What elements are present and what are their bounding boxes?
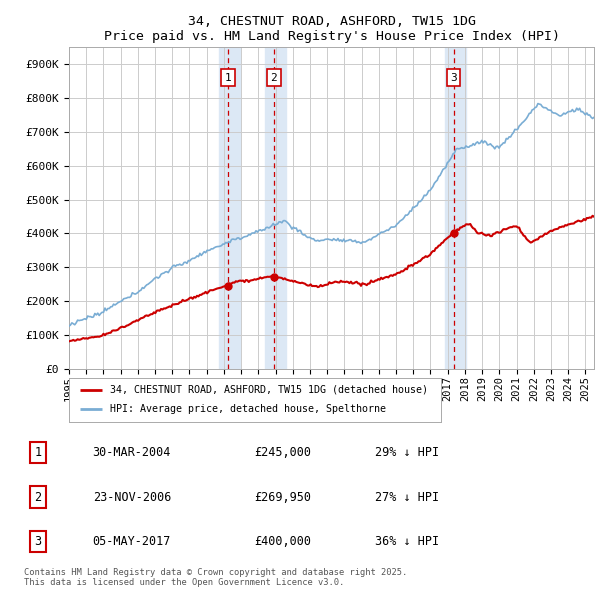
Text: 2: 2 (271, 73, 277, 83)
Text: HPI: Average price, detached house, Spelthorne: HPI: Average price, detached house, Spel… (110, 405, 386, 414)
Text: 30-MAR-2004: 30-MAR-2004 (92, 446, 171, 459)
Text: 36% ↓ HPI: 36% ↓ HPI (375, 535, 439, 548)
Text: 27% ↓ HPI: 27% ↓ HPI (375, 490, 439, 504)
Text: 29% ↓ HPI: 29% ↓ HPI (375, 446, 439, 459)
Title: 34, CHESTNUT ROAD, ASHFORD, TW15 1DG
Price paid vs. HM Land Registry's House Pri: 34, CHESTNUT ROAD, ASHFORD, TW15 1DG Pri… (104, 15, 560, 43)
Text: 1: 1 (34, 446, 41, 459)
Text: 2: 2 (34, 490, 41, 504)
Text: £269,950: £269,950 (254, 490, 311, 504)
Bar (265, 47, 286, 369)
Bar (220, 47, 240, 369)
Text: £400,000: £400,000 (254, 535, 311, 548)
Text: 3: 3 (450, 73, 457, 83)
Text: £245,000: £245,000 (254, 446, 311, 459)
Text: 3: 3 (34, 535, 41, 548)
Text: Contains HM Land Registry data © Crown copyright and database right 2025.
This d: Contains HM Land Registry data © Crown c… (24, 568, 407, 587)
Bar (445, 47, 466, 369)
Text: 23-NOV-2006: 23-NOV-2006 (92, 490, 171, 504)
Text: 1: 1 (224, 73, 232, 83)
Text: 34, CHESTNUT ROAD, ASHFORD, TW15 1DG (detached house): 34, CHESTNUT ROAD, ASHFORD, TW15 1DG (de… (110, 385, 428, 395)
Text: 05-MAY-2017: 05-MAY-2017 (92, 535, 171, 548)
